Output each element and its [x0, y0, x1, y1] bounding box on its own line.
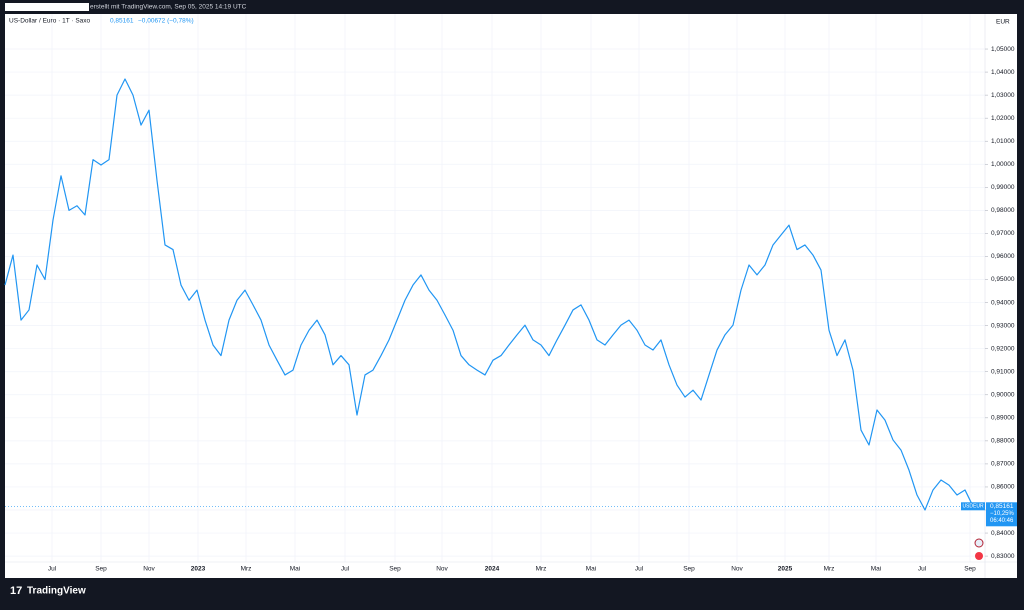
- y-tick-label: 0,88000: [991, 438, 1015, 445]
- x-tick-label: Jul: [341, 566, 350, 573]
- y-tick-label: 0,91000: [991, 368, 1015, 375]
- y-tick-label: 0,83000: [991, 553, 1015, 560]
- price-tag-bg: [961, 502, 985, 511]
- header-text: erstellt mit TradingView.com, Sep 05, 20…: [90, 4, 247, 11]
- x-tick-label: Sep: [95, 566, 107, 573]
- y-unit: EUR: [996, 19, 1010, 26]
- y-tick-label: 0,93000: [991, 322, 1015, 329]
- price-tag-countdown: 06:40:46: [990, 518, 1014, 524]
- price-tag-symbol: USDEUR: [962, 504, 984, 510]
- price-tag-price: 0,85161: [990, 503, 1014, 510]
- y-tick-label: 1,01000: [991, 138, 1015, 145]
- y-tick-label: 0,92000: [991, 345, 1015, 352]
- x-tick-label: Nov: [143, 566, 155, 573]
- brand: TradingView: [27, 586, 86, 597]
- x-tick-label: Jul: [48, 566, 57, 573]
- y-tick-label: 0,98000: [991, 207, 1015, 214]
- y-tick-label: 0,97000: [991, 230, 1015, 237]
- y-tick-label: 0,99000: [991, 184, 1015, 191]
- x-tick-label: Mai: [290, 566, 300, 573]
- x-tick-label: Sep: [964, 566, 976, 573]
- y-tick-label: 1,02000: [991, 115, 1015, 122]
- grid: [5, 14, 985, 562]
- x-tick-label: Sep: [389, 566, 401, 573]
- x-tick-label: Jul: [635, 566, 644, 573]
- x-tick-label: Nov: [436, 566, 448, 573]
- y-tick-label: 0,89000: [991, 415, 1015, 422]
- x-tick-label: 2024: [485, 566, 500, 573]
- y-tick-label: 0,84000: [991, 530, 1015, 537]
- flag-icon: [975, 552, 983, 560]
- flag-icon: [974, 538, 984, 548]
- price-tag-box: [986, 502, 1017, 527]
- price-tag-change: −10,25%: [990, 511, 1015, 517]
- y-tick-label: 1,00000: [991, 161, 1015, 168]
- x-tick-label: Mrz: [536, 566, 547, 573]
- y-tick-label: 0,87000: [991, 461, 1015, 468]
- legend-title: US-Dollar / Euro · 1T · Saxo: [9, 18, 91, 25]
- x-tick-label: Sep: [683, 566, 695, 573]
- footer: 17 TradingView: [10, 585, 86, 597]
- x-tick-label: Nov: [731, 566, 743, 573]
- y-tick-label: 0,86000: [991, 484, 1015, 491]
- y-tick-label: 1,03000: [991, 92, 1015, 99]
- x-tick-label: Mai: [871, 566, 881, 573]
- event-icons: [974, 538, 984, 560]
- legend-change: −0,00672 (−0,78%): [138, 18, 194, 25]
- x-tick-label: 2025: [778, 566, 793, 573]
- y-tick-label: 1,05000: [991, 46, 1015, 53]
- y-tick-label: 0,95000: [991, 276, 1015, 283]
- x-tick-label: Mrz: [824, 566, 835, 573]
- x-tick-label: Mrz: [241, 566, 252, 573]
- x-tick-label: Mai: [586, 566, 596, 573]
- y-tick-label: 1,04000: [991, 69, 1015, 76]
- y-tick-label: 0,90000: [991, 391, 1015, 398]
- x-tick-label: 2023: [191, 566, 206, 573]
- x-tick-label: Jul: [918, 566, 927, 573]
- y-tick-label: 0,94000: [991, 299, 1015, 306]
- chart-pane: [5, 14, 1017, 578]
- legend: US-Dollar / Euro · 1T · Saxo 0,85161 −0,…: [9, 18, 194, 25]
- y-tick-label: 0,96000: [991, 253, 1015, 260]
- price-line: [4, 78, 974, 511]
- redacted-user: [5, 3, 89, 11]
- legend-price: 0,85161: [110, 18, 134, 25]
- logo-mark: 17: [10, 585, 22, 597]
